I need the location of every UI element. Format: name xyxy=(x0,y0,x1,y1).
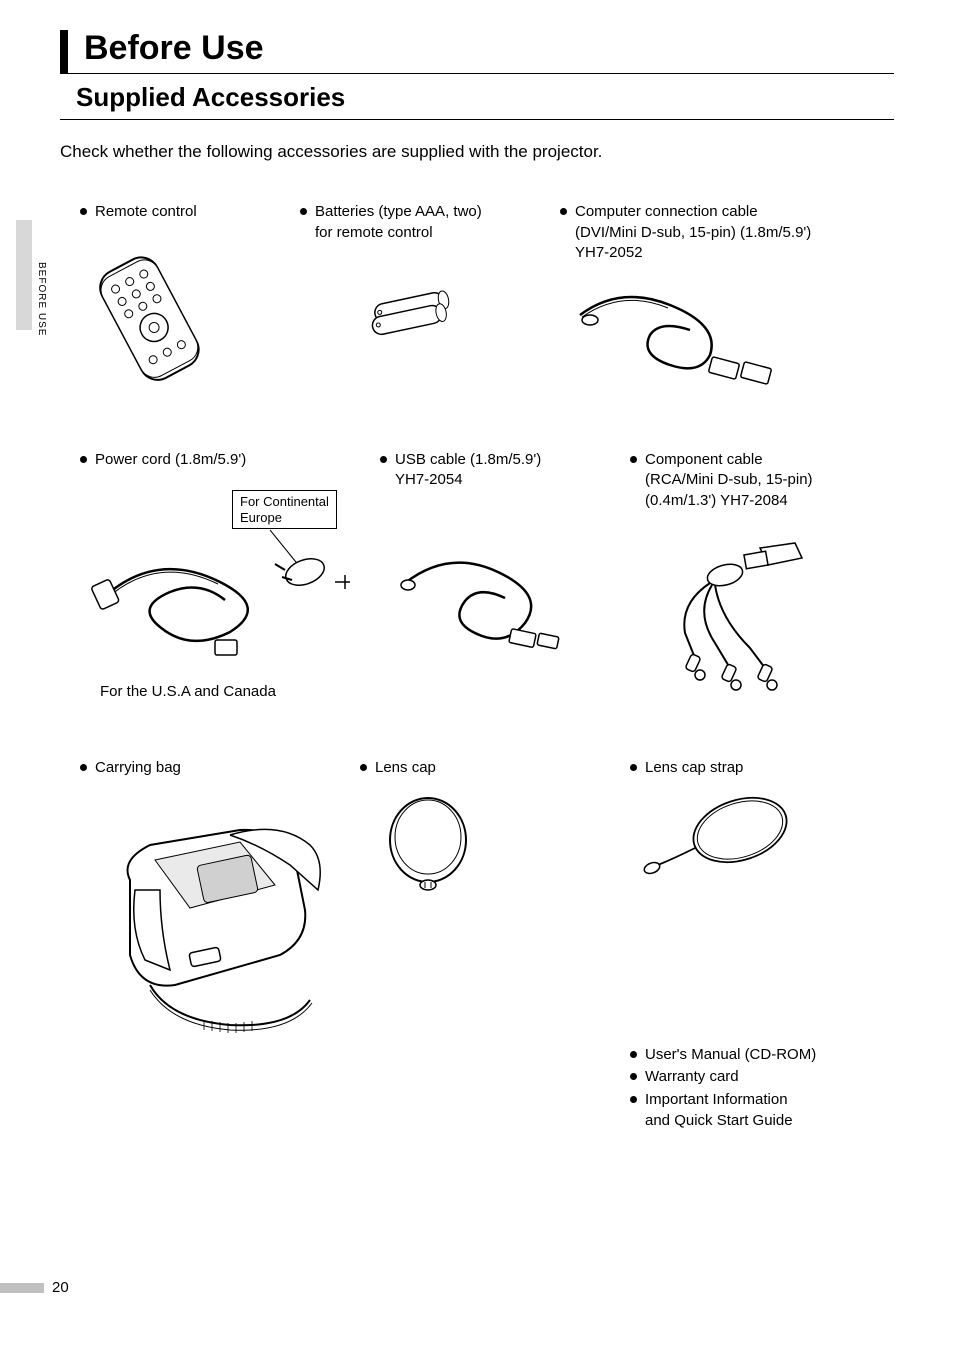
bullet-icon xyxy=(360,764,367,771)
item-batteries-label: Batteries (type AAA, two) xyxy=(315,203,482,220)
usb-cable-illustration xyxy=(380,503,630,678)
batteries-illustration xyxy=(300,255,560,350)
bullet-icon xyxy=(80,764,87,771)
power-caption: For the U.S.A and Canada xyxy=(100,683,380,700)
item-dvi-label: Computer connection cable xyxy=(575,203,758,220)
item-remote-title: Remote control xyxy=(80,202,300,222)
item-power-cord: Power cord (1.8m/5.9') For Continental E… xyxy=(80,450,380,708)
doc-important-sub: and Quick Start Guide xyxy=(645,1112,870,1129)
page-number: 20 xyxy=(52,1279,69,1296)
item-component-sub1: (RCA/Mini D-sub, 15-pin) xyxy=(645,471,813,488)
item-component-cable: Component cable (RCA/Mini D-sub, 15-pin)… xyxy=(630,450,870,708)
item-strap: Lens cap strap User's Manual (CD-ROM) Wa xyxy=(630,758,870,1129)
bullet-icon xyxy=(380,456,387,463)
remote-illustration xyxy=(80,235,300,390)
doc-manual-label: User's Manual (CD-ROM) xyxy=(645,1045,816,1065)
item-bag-label: Carrying bag xyxy=(95,758,181,778)
chapter-title: Before Use xyxy=(60,30,894,74)
item-component-label: Component cable xyxy=(645,451,763,468)
item-power-title: Power cord (1.8m/5.9') xyxy=(80,450,380,470)
item-bag: Carrying bag xyxy=(80,758,360,1129)
item-strap-label: Lens cap strap xyxy=(645,758,743,778)
item-power-label: Power cord (1.8m/5.9') xyxy=(95,450,246,470)
item-dvi-title: Computer connection cable (DVI/Mini D-su… xyxy=(560,202,860,263)
power-callout-box: For Continental Europe xyxy=(232,490,337,529)
item-component-title: Component cable (RCA/Mini D-sub, 15-pin)… xyxy=(630,450,870,511)
item-lenscap-title: Lens cap xyxy=(360,758,630,778)
item-batteries-sub: for remote control xyxy=(315,224,433,241)
component-cable-illustration xyxy=(630,523,870,708)
item-bag-title: Carrying bag xyxy=(80,758,360,778)
item-batteries-title: Batteries (type AAA, two) for remote con… xyxy=(300,202,560,243)
bullet-icon xyxy=(630,1073,637,1080)
bullet-icon xyxy=(630,1051,637,1058)
accessories-row-3: Carrying bag xyxy=(60,758,894,1129)
item-dvi-sub1: (DVI/Mini D-sub, 15-pin) (1.8m/5.9') xyxy=(575,224,811,241)
bullet-icon xyxy=(630,1096,637,1103)
bullet-icon xyxy=(300,208,307,215)
item-usb-cable: USB cable (1.8m/5.9') YH7-2054 xyxy=(380,450,630,708)
bullet-icon xyxy=(560,208,567,215)
item-component-sub2: (0.4m/1.3') YH7-2084 xyxy=(645,492,788,509)
bag-illustration xyxy=(80,790,360,1055)
accessories-row-2: Power cord (1.8m/5.9') For Continental E… xyxy=(60,450,894,708)
item-remote: Remote control xyxy=(80,202,300,400)
strap-illustration xyxy=(630,790,870,895)
bullet-icon xyxy=(80,456,87,463)
dvi-cable-illustration xyxy=(560,275,860,400)
doc-manual: User's Manual (CD-ROM) xyxy=(630,1045,870,1065)
bullet-icon xyxy=(80,208,87,215)
doc-important-label: Important Information xyxy=(645,1090,788,1110)
item-strap-title: Lens cap strap xyxy=(630,758,870,778)
item-usb-title: USB cable (1.8m/5.9') YH7-2054 xyxy=(380,450,630,491)
accessories-row-1: Remote control xyxy=(60,202,894,400)
bullet-icon xyxy=(630,764,637,771)
doc-warranty: Warranty card xyxy=(630,1067,870,1087)
item-dvi-cable: Computer connection cable (DVI/Mini D-su… xyxy=(560,202,860,400)
item-usb-sub: YH7-2054 xyxy=(395,471,463,488)
item-remote-label: Remote control xyxy=(95,202,197,222)
document-list: User's Manual (CD-ROM) Warranty card Imp… xyxy=(630,1045,870,1129)
item-dvi-sub2: YH7-2052 xyxy=(575,244,643,261)
doc-warranty-label: Warranty card xyxy=(645,1067,739,1087)
page-content: Before Use Supplied Accessories Check wh… xyxy=(0,0,954,1352)
intro-text: Check whether the following accessories … xyxy=(60,142,894,162)
item-lenscap-label: Lens cap xyxy=(375,758,436,778)
item-lenscap: Lens cap xyxy=(360,758,630,1129)
doc-important: Important Information xyxy=(630,1090,870,1110)
bullet-icon xyxy=(630,456,637,463)
item-usb-label: USB cable (1.8m/5.9') xyxy=(395,451,541,468)
lenscap-illustration xyxy=(360,790,630,905)
section-title: Supplied Accessories xyxy=(60,82,894,120)
power-callout-text: For Continental Europe xyxy=(240,494,329,525)
item-batteries: Batteries (type AAA, two) for remote con… xyxy=(300,202,560,400)
